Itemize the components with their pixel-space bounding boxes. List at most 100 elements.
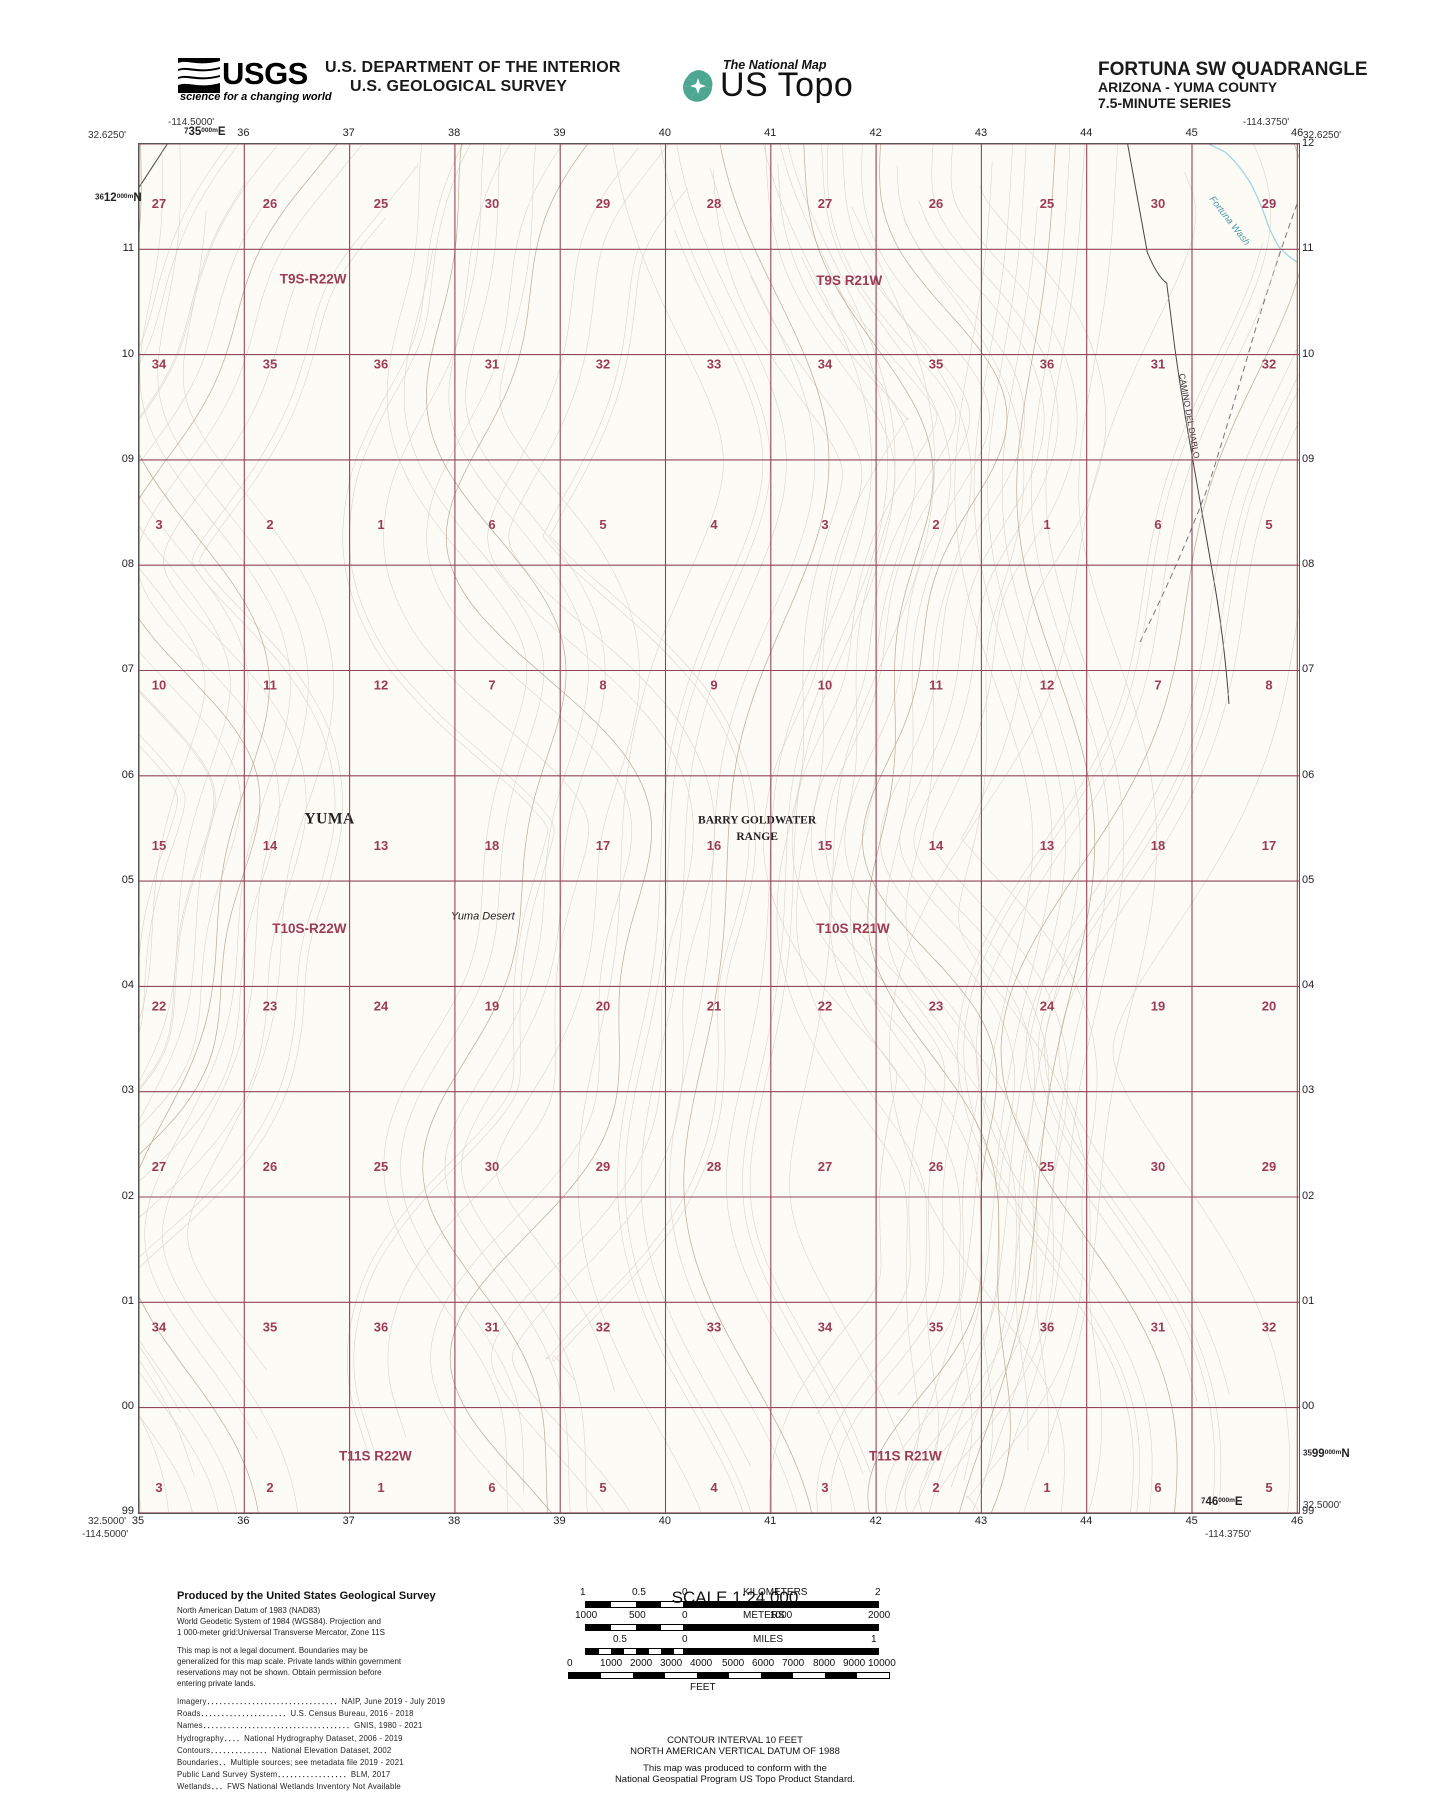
svg-text:15: 15: [152, 838, 166, 853]
svg-text:26: 26: [263, 1159, 277, 1174]
svg-text:1: 1: [377, 1480, 384, 1495]
svg-text:27: 27: [152, 1159, 166, 1174]
svg-text:18: 18: [1151, 838, 1165, 853]
svg-text:30: 30: [1151, 196, 1165, 211]
svg-text:33: 33: [707, 357, 721, 372]
svg-text:34: 34: [818, 1320, 833, 1335]
svg-text:5: 5: [1265, 1480, 1272, 1495]
svg-text:T9S-R22W: T9S-R22W: [280, 272, 347, 287]
svg-text:20: 20: [1262, 999, 1276, 1014]
svg-text:24: 24: [374, 999, 389, 1014]
svg-text:2: 2: [932, 1480, 939, 1495]
svg-text:31: 31: [485, 357, 499, 372]
svg-text:T10S R21W: T10S R21W: [816, 921, 890, 936]
svg-text:YUMA: YUMA: [304, 810, 355, 827]
svg-text:25: 25: [1040, 196, 1054, 211]
svg-text:12: 12: [374, 678, 388, 693]
svg-text:3: 3: [821, 517, 828, 532]
svg-text:26: 26: [929, 1159, 943, 1174]
svg-text:5: 5: [1265, 517, 1272, 532]
svg-text:11: 11: [929, 678, 943, 693]
svg-text:35: 35: [263, 1320, 277, 1335]
svg-text:28: 28: [707, 1159, 721, 1174]
svg-text:31: 31: [1151, 1320, 1165, 1335]
svg-text:36: 36: [374, 357, 388, 372]
svg-text:27: 27: [818, 196, 832, 211]
svg-text:35: 35: [929, 1320, 943, 1335]
svg-text:15: 15: [818, 838, 832, 853]
svg-text:25: 25: [1040, 1159, 1054, 1174]
svg-text:29: 29: [1262, 196, 1276, 211]
svg-text:34: 34: [152, 1320, 167, 1335]
svg-text:6: 6: [1154, 517, 1161, 532]
svg-text:29: 29: [1262, 1159, 1276, 1174]
svg-text:29: 29: [596, 196, 610, 211]
svg-text:20: 20: [596, 999, 610, 1014]
svg-text:3: 3: [155, 517, 162, 532]
svg-text:RANGE: RANGE: [736, 831, 778, 843]
svg-text:36: 36: [1040, 1320, 1054, 1335]
svg-text:13: 13: [374, 838, 388, 853]
svg-text:9: 9: [710, 678, 717, 693]
svg-text:4: 4: [710, 517, 718, 532]
svg-text:5: 5: [599, 517, 606, 532]
svg-text:27: 27: [818, 1159, 832, 1174]
svg-text:32: 32: [1262, 357, 1276, 372]
svg-text:33: 33: [707, 1320, 721, 1335]
svg-text:19: 19: [1151, 999, 1165, 1014]
svg-text:30: 30: [485, 1159, 499, 1174]
svg-text:4: 4: [710, 1480, 718, 1495]
svg-text:31: 31: [1151, 357, 1165, 372]
svg-text:24: 24: [1040, 999, 1055, 1014]
svg-text:23: 23: [929, 999, 943, 1014]
svg-text:18: 18: [485, 838, 499, 853]
svg-text:32: 32: [596, 357, 610, 372]
svg-text:3: 3: [155, 1480, 162, 1495]
svg-text:28: 28: [707, 196, 721, 211]
svg-text:21: 21: [707, 999, 721, 1014]
svg-text:11: 11: [263, 678, 277, 693]
svg-text:12: 12: [1040, 678, 1054, 693]
svg-text:2: 2: [266, 517, 273, 532]
svg-text:13: 13: [1040, 838, 1054, 853]
svg-text:26: 26: [263, 196, 277, 211]
svg-text:19: 19: [485, 999, 499, 1014]
svg-text:6: 6: [488, 1480, 495, 1495]
svg-text:36: 36: [374, 1320, 388, 1335]
svg-text:32: 32: [596, 1320, 610, 1335]
svg-text:35: 35: [929, 357, 943, 372]
svg-text:Yuma Desert: Yuma Desert: [451, 911, 516, 923]
svg-text:14: 14: [929, 838, 944, 853]
svg-text:34: 34: [152, 357, 167, 372]
svg-text:1: 1: [377, 517, 384, 532]
svg-text:6: 6: [1154, 1480, 1161, 1495]
svg-text:BARRY GOLDWATER: BARRY GOLDWATER: [698, 814, 817, 826]
svg-text:8: 8: [1265, 678, 1272, 693]
svg-text:27: 27: [152, 196, 166, 211]
svg-text:7: 7: [488, 678, 495, 693]
svg-text:T10S-R22W: T10S-R22W: [272, 921, 347, 936]
svg-text:1: 1: [1043, 1480, 1050, 1495]
svg-text:25: 25: [374, 1159, 388, 1174]
svg-text:23: 23: [263, 999, 277, 1014]
svg-text:Fortuna Wash: Fortuna Wash: [1207, 194, 1252, 248]
svg-text:T11S R21W: T11S R21W: [869, 1449, 942, 1464]
svg-text:29: 29: [596, 1159, 610, 1174]
svg-text:3: 3: [821, 1480, 828, 1495]
svg-text:8: 8: [599, 678, 606, 693]
svg-text:14: 14: [263, 838, 278, 853]
svg-text:16: 16: [707, 838, 721, 853]
svg-text:35: 35: [263, 357, 277, 372]
svg-text:10: 10: [152, 678, 166, 693]
svg-text:2: 2: [932, 517, 939, 532]
svg-text:25: 25: [374, 196, 388, 211]
svg-text:36: 36: [1040, 357, 1054, 372]
svg-text:T9S R21W: T9S R21W: [816, 273, 882, 288]
svg-text:2: 2: [266, 1480, 273, 1495]
svg-text:26: 26: [929, 196, 943, 211]
svg-text:17: 17: [1262, 838, 1276, 853]
svg-text:6: 6: [488, 517, 495, 532]
svg-text:1: 1: [1043, 517, 1050, 532]
svg-text:30: 30: [485, 196, 499, 211]
svg-text:22: 22: [152, 999, 166, 1014]
